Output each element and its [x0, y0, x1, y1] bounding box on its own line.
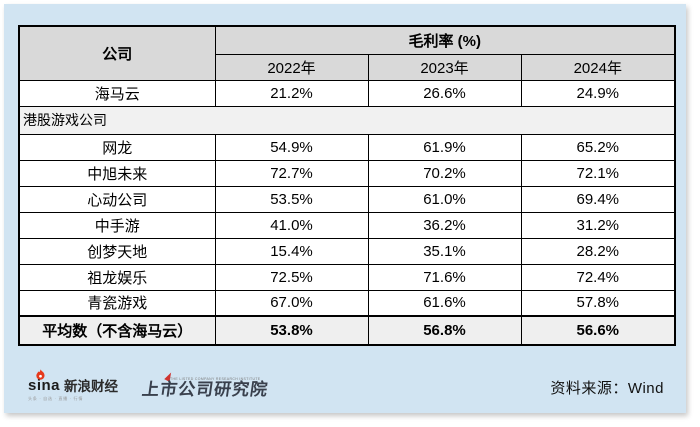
value-cell: 53.8%: [214, 315, 369, 346]
value-cell: 41.0%: [214, 211, 369, 239]
average-row: 平均数（不含海马云） 53.8% 56.8% 56.6%: [18, 315, 676, 346]
sina-tagline: 头条 · 自选 · 直播 · 行情: [28, 397, 84, 402]
value-cell: 57.8%: [520, 289, 676, 317]
company-cell: 网龙: [18, 133, 216, 161]
margin-table: 公司 毛利率 (%) 2022年 2023年 2024年 海马云 21.2% 26.…: [18, 25, 677, 346]
institute-name-label: 上市公司研究院: [140, 379, 270, 399]
value-cell: 70.2%: [367, 159, 522, 187]
section-row: 港股游戏公司: [18, 105, 676, 135]
table-row: 心动公司 53.5% 61.0% 69.4%: [18, 185, 676, 213]
value-cell: 72.5%: [214, 263, 369, 291]
sina-logo-row: sina 新浪财经: [28, 369, 119, 394]
value-cell: 35.1%: [367, 237, 522, 265]
value-cell: 21.2%: [214, 79, 369, 107]
value-cell: 36.2%: [367, 211, 522, 239]
company-cell: 心动公司: [18, 185, 216, 213]
value-cell: 61.6%: [367, 289, 522, 317]
value-cell: 56.8%: [367, 315, 522, 346]
value-cell: 72.4%: [520, 263, 676, 291]
company-cell: 中手游: [18, 211, 216, 239]
gross-margin-table: 公司 毛利率 (%) 2022年 2023年 2024年 海马云 21.2% 26.…: [18, 25, 677, 346]
table-row: 青瓷游戏 67.0% 61.6% 57.8%: [18, 289, 676, 317]
value-cell: 28.2%: [520, 237, 676, 265]
value-cell: 71.6%: [367, 263, 522, 291]
value-cell: 61.9%: [367, 133, 522, 161]
brand-cluster: sina 新浪财经 头条 · 自选 · 直播 · 行情 THE LISTED C…: [28, 369, 326, 404]
value-cell: 24.9%: [520, 79, 676, 107]
header-gross-margin: 毛利率 (%): [214, 25, 676, 55]
value-cell: 26.6%: [367, 79, 522, 107]
value-cell: 53.5%: [214, 185, 369, 213]
header-year-2023: 2023年: [367, 53, 522, 81]
company-cell: 青瓷游戏: [18, 289, 216, 317]
value-cell: 65.2%: [520, 133, 676, 161]
company-cell: 海马云: [18, 79, 216, 107]
value-cell: 72.1%: [520, 159, 676, 187]
table-body: 海马云 21.2% 26.6% 24.9% 港股游戏公司 网龙 54.9% 61.9% 65.2…: [18, 79, 676, 346]
company-cell: 平均数（不含海马云）: [18, 315, 216, 346]
value-cell: 67.0%: [214, 289, 369, 317]
footer: sina 新浪财经 头条 · 自选 · 直播 · 行情 THE LISTED C…: [28, 362, 664, 412]
institute-english-label: THE LISTED COMPANY RESEARCH INSTITUTE: [170, 377, 261, 381]
company-cell: 创梦天地: [18, 237, 216, 265]
header-year-2022: 2022年: [214, 53, 369, 81]
sina-finance-label: 新浪财经: [64, 378, 119, 394]
table-row: 创梦天地 15.4% 35.1% 28.2%: [18, 237, 676, 265]
company-cell: 中旭未来: [18, 159, 216, 187]
table-row: 祖龙娱乐 72.5% 71.6% 72.4%: [18, 263, 676, 291]
sina-wordmark: sina: [28, 377, 61, 394]
value-cell: 15.4%: [214, 237, 369, 265]
value-cell: 54.9%: [214, 133, 369, 161]
sina-flame-icon: [36, 369, 45, 380]
header-year-2024: 2024年: [520, 53, 676, 81]
chart-panel: 公司 毛利率 (%) 2022年 2023年 2024年 海马云 21.2% 26.…: [4, 4, 686, 413]
value-cell: 31.2%: [520, 211, 676, 239]
value-cell: 72.7%: [214, 159, 369, 187]
sina-finance-logo: sina 新浪财经 头条 · 自选 · 直播 · 行情: [28, 369, 119, 404]
value-cell: 69.4%: [520, 185, 676, 213]
value-cell: 56.6%: [520, 315, 676, 346]
header-company: 公司: [18, 25, 216, 81]
section-label: 港股游戏公司: [18, 105, 676, 135]
value-cell: 61.0%: [367, 185, 522, 213]
table-row: 海马云 21.2% 26.6% 24.9%: [18, 79, 676, 107]
table-row: 中旭未来 72.7% 70.2% 72.1%: [18, 159, 676, 187]
company-cell: 祖龙娱乐: [18, 263, 216, 291]
research-institute-logo: THE LISTED COMPANY RESEARCH INSTITUTE 上市…: [140, 370, 326, 400]
data-source: 资料来源：Wind: [550, 379, 664, 397]
table-header: 公司 毛利率 (%) 2022年 2023年 2024年: [18, 25, 676, 81]
table-row: 中手游 41.0% 36.2% 31.2%: [18, 211, 676, 239]
table-row: 网龙 54.9% 61.9% 65.2%: [18, 133, 676, 161]
